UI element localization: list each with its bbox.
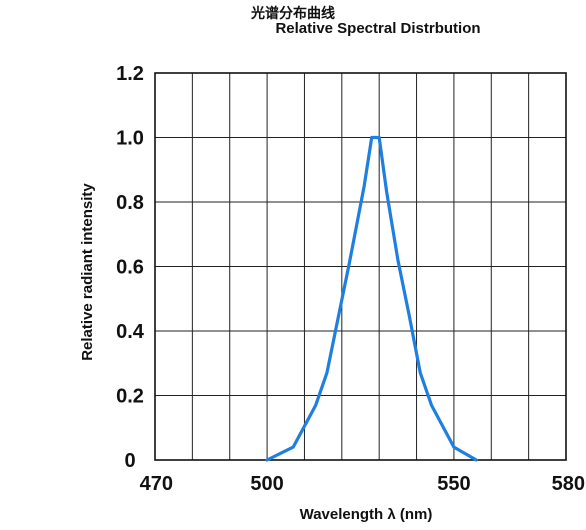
x-tick-label: 500 <box>250 473 283 495</box>
chart-title: 光谱分布曲线 <box>251 6 335 22</box>
y-tick-label: 0 <box>124 450 135 472</box>
y-tick-label: 0.6 <box>116 257 144 279</box>
y-tick-label: 0.2 <box>116 386 144 408</box>
chart-series <box>265 135 478 462</box>
x-tick-labels: 470 500 550 580 <box>140 473 585 495</box>
plot-frame <box>154 72 567 461</box>
x-tick-label: 550 <box>437 473 470 495</box>
chart-subtitle: Relative Spectral Distrbution <box>275 20 481 37</box>
chart-grid <box>154 72 567 461</box>
y-tick-label: 1.2 <box>116 63 144 85</box>
y-axis-label: Relative radiant intensity <box>79 183 96 361</box>
spectral-curve <box>265 135 478 462</box>
y-tick-label: 1.0 <box>116 128 144 150</box>
x-tick-label: 580 <box>552 473 585 495</box>
y-tick-labels: 0 0.2 0.4 0.6 0.8 1.0 1.2 <box>116 63 145 472</box>
x-tick-label: 470 <box>140 473 173 495</box>
y-tick-label: 0.4 <box>116 321 145 343</box>
y-tick-label: 0.8 <box>116 192 144 214</box>
x-axis-label: Wavelength λ (nm) <box>300 506 433 523</box>
